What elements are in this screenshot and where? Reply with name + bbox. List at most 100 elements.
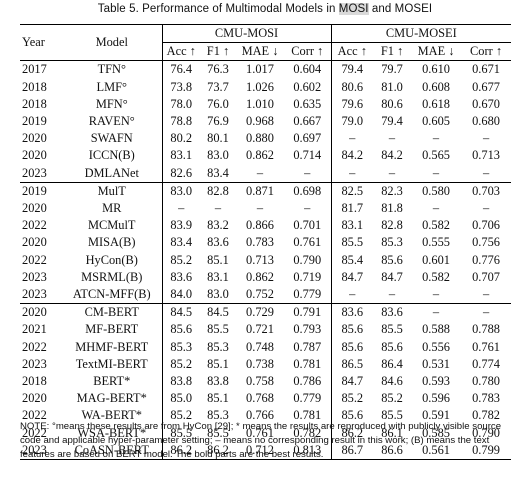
value-cell: 84.0: [161, 286, 200, 304]
value-cell: 82.3: [373, 181, 412, 201]
value-cell: 0.588: [422, 322, 450, 337]
year-cell: 2020: [22, 201, 47, 216]
value-cell: 85.5: [161, 424, 200, 442]
table-row: 2019 MulT 83.0 82.8 0.871 0.698 82.5 82.3 0.580 0…: [20, 181, 512, 201]
value-cell: 85.1: [207, 356, 229, 371]
model-cell: CM-BERT: [62, 303, 162, 322]
value-cell: 0.713: [246, 252, 274, 267]
year-cell: 2022: [22, 425, 47, 440]
year-cell: 2021: [22, 322, 47, 337]
year-cell: 2022: [22, 408, 47, 423]
results-table: Year Model CMU-MOSI CMU-MOSEI Acc ↑ F1 ↑ M…: [20, 23, 512, 461]
value-cell: 0.790: [293, 252, 322, 267]
value-cell: 0.968: [246, 114, 274, 129]
value-cell: 85.5: [207, 322, 229, 337]
value-cell: –: [330, 164, 374, 183]
value-cell: 0.701: [293, 218, 322, 233]
value-cell: 0.787: [293, 339, 322, 354]
table-row: 2020 MAG-BERT* 85.0 85.1 0.768 0.779 85.2 85.2 0…: [20, 390, 511, 408]
table-row: 2022 MCMulT 83.9 83.2 0.866 0.701 83.1 82.8 0.58…: [20, 217, 511, 235]
value-cell: 83.0: [207, 148, 229, 163]
value-cell: 85.2: [161, 251, 200, 269]
value-cell: –: [482, 201, 490, 216]
table-row: 2023 MSRML(B) 83.6 83.1 0.862 0.719 84.7 84.7 0.…: [20, 268, 511, 287]
value-cell: 0.862: [246, 148, 274, 163]
table-note: NOTE: °means these results are from HyCo…: [20, 421, 502, 461]
value-cell: 0.593: [422, 374, 450, 389]
value-cell: 0.719: [293, 269, 322, 284]
value-cell: 82.8: [381, 218, 403, 233]
model-cell: BERT*: [93, 374, 131, 389]
value-cell: 0.670: [472, 96, 500, 111]
value-cell: 0.761: [472, 339, 500, 354]
value-cell: –: [432, 165, 440, 180]
value-cell: 0.783: [246, 235, 274, 250]
value-cell: –: [388, 287, 396, 302]
value-cell: 83.9: [161, 217, 200, 235]
value-cell: 0.781: [293, 356, 322, 371]
table-row: 2018 BERT* 83.8 83.8 0.758 0.786 84.7 84.6 0.593…: [20, 373, 511, 391]
value-cell: 86.1: [381, 425, 403, 440]
value-cell: 83.1: [330, 217, 374, 235]
metric-header: MAE ↓: [417, 44, 455, 59]
value-cell: –: [482, 131, 490, 146]
model-cell: TFN°: [62, 60, 162, 79]
header-metric-row: Acc ↑ F1 ↑ MAE ↓ Corr ↑ Acc ↑ F1 ↑ MAE ↓ Corr ↑: [20, 42, 511, 61]
model-cell: ATCN-MFF(B): [72, 287, 151, 302]
year-cell: 2023: [22, 287, 47, 302]
year-cell: 2020: [22, 391, 47, 406]
table-row: 2022 MHMF-BERT 85.3 85.3 0.748 0.787 85.6 85.6 0…: [20, 338, 511, 356]
metric-header: Acc ↑: [330, 42, 374, 61]
value-cell: 80.1: [207, 131, 229, 146]
metric-header: Corr ↑: [291, 44, 324, 59]
value-cell: 85.6: [330, 321, 374, 339]
value-cell: –: [461, 303, 512, 322]
value-cell: 86.5: [330, 355, 374, 374]
value-cell: 85.3: [381, 235, 403, 250]
value-cell: 84.2: [381, 148, 403, 163]
year-cell: 2019: [22, 114, 47, 129]
value-cell: 81.7: [330, 200, 374, 218]
value-cell: 0.580: [411, 181, 462, 201]
cmu-mosi-header: CMU-MOSI: [161, 23, 332, 44]
caption-mosi-highlight: MOSI: [338, 3, 369, 15]
value-cell: 0.813: [284, 441, 332, 461]
metric-header: Corr ↑: [470, 44, 503, 59]
table-row: 2020 SWAFN 80.2 80.1 0.880 0.697– – – –: [20, 130, 511, 148]
value-cell: 83.4: [207, 165, 229, 180]
value-cell: 0.871: [236, 181, 284, 201]
year-header: Year: [20, 23, 62, 61]
table-row: 2022 HyCon(B) 85.2 85.1 0.713 0.790 85.4 85.6 0.…: [20, 251, 511, 269]
value-cell: 85.3: [161, 338, 200, 356]
value-cell: 0.758: [246, 374, 274, 389]
model-cell: WA-BERT*: [81, 408, 142, 423]
value-cell: 0.591: [422, 408, 450, 423]
value-cell: 0.608: [422, 79, 450, 94]
table-body: 2017 TFN° 76.4 76.3 1.017 0.604 79.4 79.7 0.610 0…: [20, 60, 512, 461]
value-cell: 79.7: [373, 60, 412, 79]
value-cell: 0.602: [293, 79, 322, 94]
value-cell: 0.781: [293, 408, 322, 423]
value-cell: 0.706: [472, 218, 500, 233]
value-cell: 76.4: [161, 60, 200, 79]
year-cell: 2018: [22, 96, 47, 111]
value-cell: 0.752: [246, 287, 274, 302]
metric-header: F1 ↑: [380, 44, 404, 59]
year-cell: 2023: [22, 356, 47, 371]
value-cell: –: [432, 131, 440, 146]
value-cell: 0.561: [411, 441, 462, 461]
value-cell: 0.697: [293, 131, 322, 146]
value-cell: 0.786: [293, 374, 322, 389]
value-cell: 78.0: [161, 95, 200, 114]
value-cell: 0.667: [293, 114, 322, 129]
value-cell: 0.793: [293, 322, 322, 337]
table-row: 2022 WSA-BERT* 85.5 85.5 0.761 0.782 86.2 86.1 0…: [20, 424, 511, 442]
value-cell: 0.774: [472, 356, 500, 371]
value-cell: 0.601: [422, 252, 450, 267]
value-cell: 79.4: [381, 114, 403, 129]
value-cell: 0.782: [472, 408, 500, 423]
model-cell: MF-BERT: [85, 322, 139, 337]
value-cell: 85.6: [381, 252, 403, 267]
value-cell: 85.2: [161, 355, 200, 374]
